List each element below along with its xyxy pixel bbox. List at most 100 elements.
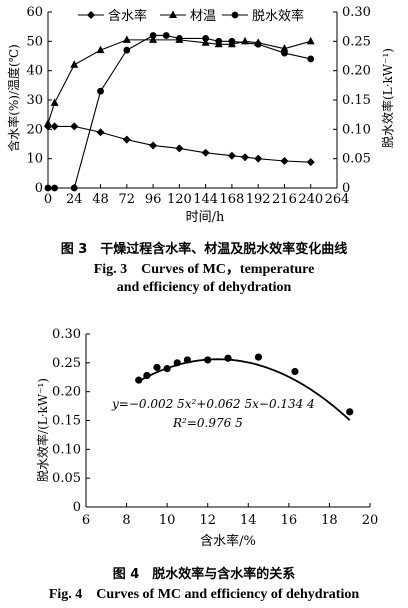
fig3-legend-marker-dehydration-efficiency [231, 11, 239, 19]
fig3-series-line-material-temp [47, 39, 311, 124]
fig3-right-tick-label: 0.05 [342, 152, 371, 167]
fig4-data-point [153, 363, 161, 372]
fig3-point-dehydration-efficiency [149, 32, 157, 39]
fig3-point-moisture [149, 141, 158, 150]
fig3-legend-label-moisture: 含水率 [108, 8, 147, 24]
fig3-left-tick-label: 30 [26, 93, 43, 108]
fig3-point-material-temp [50, 98, 59, 106]
fig4-y-axis-label: 脱水效率/(L·kW⁻¹) [35, 378, 50, 482]
fig3-point-moisture [70, 122, 79, 131]
fig3-point-moisture [122, 135, 131, 144]
fig3-point-dehydration-efficiency [162, 32, 170, 39]
fig3-right-ticks: 0 0.05 0.10 0.15 0.20 0.25 0.30 [333, 5, 371, 196]
fig3-point-moisture [175, 144, 184, 153]
fig3-caption-en-line1: Fig. 3 Curves of MC，temperature [93, 262, 315, 277]
fig3-point-material-temp [149, 35, 158, 43]
fig3-point-dehydration-efficiency [175, 35, 183, 42]
fig3-point-material-temp [280, 44, 289, 52]
fig3-point-dehydration-efficiency [51, 184, 58, 192]
fig3-right-tick-label: 0.30 [342, 5, 371, 20]
fig4-data-point [143, 371, 151, 380]
fig4-r-squared: R²=0.976 5 [172, 416, 243, 430]
fig4-data-point [204, 356, 212, 364]
fig3-right-tick-label: 0.20 [342, 64, 371, 79]
fig3-x-tick-label: 72 [119, 192, 136, 207]
fig4-x-tick-label: 20 [362, 513, 379, 528]
fig3-point-dehydration-efficiency [70, 184, 78, 192]
fig3-point-dehydration-efficiency [44, 184, 52, 192]
fig4-caption-cn: 图 4 脱水效率与含水率的关系 [112, 567, 296, 582]
fig4-y-tick-label: 0.05 [52, 471, 81, 486]
fig3-point-moisture [96, 128, 105, 137]
fig3-caption-en-line2: and efficiency of dehydration [116, 280, 292, 295]
fig3-left-tick-label: 10 [26, 152, 43, 167]
fig3-point-moisture [254, 154, 263, 163]
fig3-left-tick-label: 40 [26, 64, 43, 79]
fig4-data-point [135, 376, 143, 384]
fig4-fit-line [136, 358, 351, 421]
fig4-data-point [291, 367, 299, 376]
fig4-data-point [183, 356, 192, 364]
fig3-legend-marker-moisture [87, 11, 95, 19]
fig3-x-tick-label: 48 [92, 192, 109, 207]
fig4-chart: 0 0.05 0.10 0.15 0.20 0.25 0.30 6 8 10 12 14 16 18 20… [35, 327, 378, 549]
fig3-x-tick-label: 192 [246, 192, 271, 207]
fig3-point-dehydration-efficiency [281, 49, 288, 57]
fig3-x-tick-label: 120 [167, 192, 192, 207]
fig3-legend-marker-material-temp [169, 10, 177, 18]
fig3-right-axis-label: 脱水效率(L·kW⁻¹) [380, 48, 395, 148]
fig3-x-tick-label: 168 [219, 192, 244, 207]
fig3-point-moisture [280, 157, 289, 166]
fig3-left-tick-label: 20 [26, 122, 43, 137]
fig3-x-tick-label: 24 [66, 192, 83, 207]
fig4-data-point [254, 353, 263, 361]
fig3-caption-cn: 图 3 干燥过程含水率、材温及脱水效率变化曲线 [60, 242, 348, 257]
fig4-x-tick-label: 10 [159, 513, 176, 528]
fig3-point-dehydration-efficiency [202, 35, 210, 42]
fig3-series-line-moisture [48, 125, 311, 163]
fig3-point-material-temp [70, 60, 79, 68]
fig3-point-moisture [306, 158, 315, 167]
fig4-x-ticks: 6 8 10 12 14 16 18 20 [82, 503, 378, 528]
fig4-y-tick-label: 0.30 [52, 327, 81, 342]
fig3-point-dehydration-efficiency [228, 37, 236, 45]
fig3-left-ticks: 0 10 20 30 40 50 60 [26, 5, 52, 196]
fig3-point-material-temp [96, 45, 105, 54]
fig4-data-point [173, 359, 181, 367]
fig3-point-material-temp [201, 38, 210, 46]
fig3-point-dehydration-efficiency [123, 46, 131, 54]
fig3-point-moisture [50, 122, 59, 131]
fig3-legend-label-material-temp: 材温 [190, 9, 216, 24]
fig4-x-tick-label: 18 [321, 513, 338, 528]
fig3-x-tick-label: 216 [272, 192, 297, 207]
fig3-x-tick-label: 0 [44, 192, 52, 207]
fig3-x-tick-label: 240 [298, 192, 323, 207]
fig4-y-tick-label: 0.10 [52, 442, 81, 457]
fig3-left-axis-label: 含水率(%)/温度(℃) [6, 44, 21, 152]
fig4-fit-curve [136, 358, 351, 421]
fig4-y-tick-label: 0.15 [52, 414, 81, 429]
fig3-x-axis-label: 时间/h [186, 210, 225, 225]
fig3-point-material-temp [122, 35, 131, 43]
fig3-point-material-temp [306, 36, 315, 45]
fig4-points [135, 353, 354, 416]
fig4-y-tick-label: 0.25 [52, 356, 81, 371]
fig4-x-axis-label: 含水率/% [200, 533, 256, 549]
fig3-series-line-dehydration-efficiency [48, 34, 311, 189]
fig4-x-tick-label: 16 [281, 513, 298, 528]
fig3-x-tick-label: 96 [145, 192, 162, 207]
fig4-equation: y=−0.002 5x²+0.062 5x−0.134 4 [111, 397, 315, 411]
fig3-point-material-temp [44, 118, 52, 127]
fig4-x-tick-label: 14 [240, 513, 257, 528]
fig3-point-dehydration-efficiency [97, 87, 104, 95]
fig4-y-tick-label: 0 [73, 500, 81, 515]
fig3-legend: 含水率 材温 脱水效率 [78, 8, 304, 24]
fig3-x-ticks: 0 24 48 72 96 120 144 168 192 216 240 264 [44, 184, 349, 207]
fig3-left-tick-label: 0 [35, 181, 43, 196]
fig4-caption-en: Fig. 4 Curves of MC and efficiency of de… [48, 587, 360, 602]
fig3-right-tick-label: 0 [342, 181, 350, 196]
fig3-x-tick-label: 144 [193, 192, 218, 207]
fig4-y-ticks: 0 0.05 0.10 0.15 0.20 0.25 0.30 [52, 327, 90, 515]
fig4-data-point [224, 354, 232, 362]
